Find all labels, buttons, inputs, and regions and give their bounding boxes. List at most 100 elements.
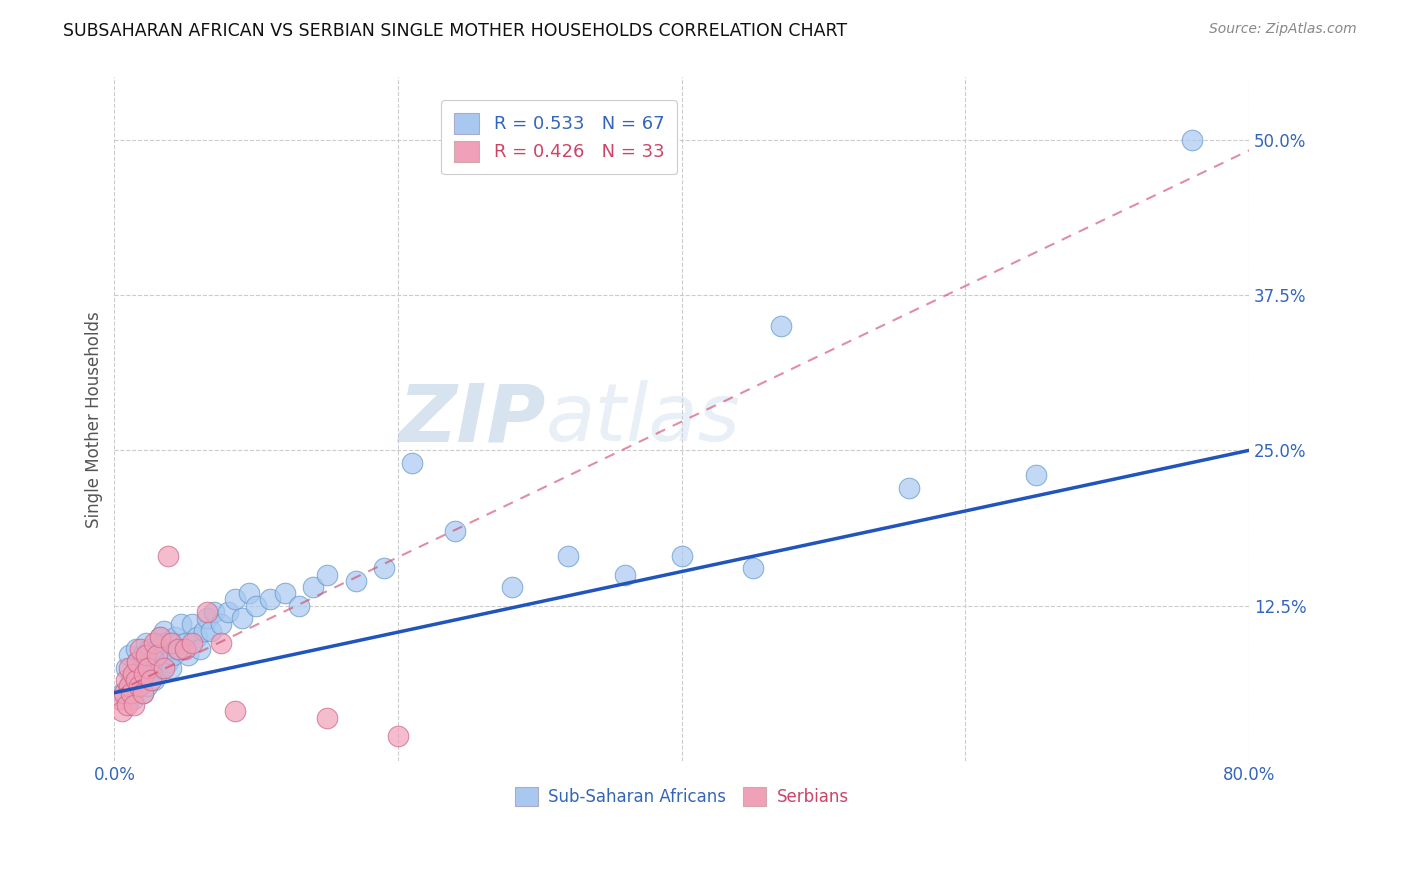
Point [129,673,152,688]
Point [157,655,180,669]
Point [177,648,200,663]
Point [127,655,149,669]
Point [112,686,135,700]
Point [770,319,793,334]
Point [153,661,176,675]
Point [115,698,138,713]
Point [387,729,409,743]
Point [193,624,215,638]
Point [167,642,190,657]
Point [259,592,281,607]
Point [110,704,132,718]
Point [188,642,211,657]
Point [134,667,156,681]
Point [160,636,183,650]
Text: ZIP: ZIP [398,380,546,458]
Point [202,605,225,619]
Point [238,586,260,600]
Point [150,661,173,675]
Point [209,617,232,632]
Point [195,611,218,625]
Point [136,680,159,694]
Point [121,692,143,706]
Point [138,661,160,675]
Point [443,524,465,538]
Point [1025,468,1047,483]
Text: Source: ZipAtlas.com: Source: ZipAtlas.com [1209,22,1357,37]
Point [146,648,169,663]
Point [302,580,325,594]
Point [288,599,311,613]
Point [146,667,169,681]
Point [127,655,149,669]
Point [141,673,163,688]
Point [186,630,208,644]
Point [139,642,162,657]
Point [139,667,162,681]
Point [1181,132,1204,146]
Point [128,680,150,694]
Point [224,592,246,607]
Point [153,624,176,638]
Point [125,673,148,688]
Point [245,599,267,613]
Point [160,636,183,650]
Point [149,630,172,644]
Point [135,648,157,663]
Point [125,667,148,681]
Point [344,574,367,588]
Point [181,636,204,650]
Point [114,661,136,675]
Point [181,617,204,632]
Point [231,611,253,625]
Point [110,686,132,700]
Point [174,636,197,650]
Y-axis label: Single Mother Households: Single Mother Households [86,311,103,528]
Point [557,549,579,563]
Point [117,648,139,663]
Point [135,636,157,650]
Point [174,642,197,657]
Point [143,636,166,650]
Point [162,648,184,663]
Text: atlas: atlas [546,380,741,458]
Point [741,561,763,575]
Legend: Sub-Saharan Africans, Serbians: Sub-Saharan Africans, Serbians [506,779,856,814]
Point [373,561,395,575]
Point [148,655,170,669]
Point [273,586,295,600]
Point [401,456,423,470]
Point [132,686,155,700]
Point [121,667,143,681]
Point [132,686,155,700]
Point [120,686,142,700]
Point [501,580,523,594]
Text: SUBSAHARAN AFRICAN VS SERBIAN SINGLE MOTHER HOUSEHOLDS CORRELATION CHART: SUBSAHARAN AFRICAN VS SERBIAN SINGLE MOT… [63,22,848,40]
Point [614,567,637,582]
Point [316,567,339,582]
Point [165,630,187,644]
Point [143,673,166,688]
Point [170,617,193,632]
Point [897,481,920,495]
Point [141,655,163,669]
Point [195,605,218,619]
Point [157,549,180,563]
Point [217,605,239,619]
Point [117,680,139,694]
Point [107,692,129,706]
Point [114,673,136,688]
Point [200,624,222,638]
Point [146,642,169,657]
Point [125,642,148,657]
Point [117,661,139,675]
Point [153,648,176,663]
Point [134,661,156,675]
Point [117,680,139,694]
Point [129,642,152,657]
Point [155,636,177,650]
Point [149,630,172,644]
Point [224,704,246,718]
Point [120,673,142,688]
Point [671,549,693,563]
